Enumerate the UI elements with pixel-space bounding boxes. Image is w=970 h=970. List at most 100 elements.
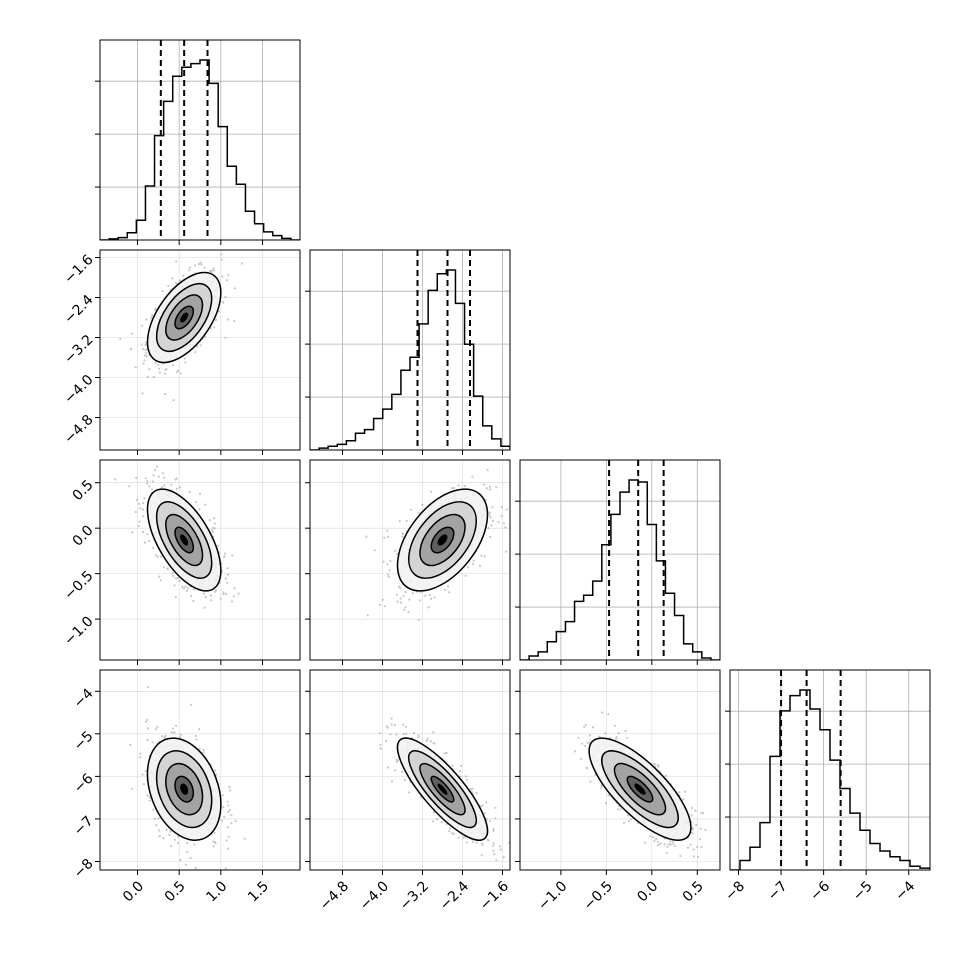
scatter-point — [513, 880, 515, 882]
density-peak — [437, 534, 448, 546]
y-tick-label-2-0: −1.0 — [61, 613, 96, 648]
scatter-point — [665, 851, 668, 855]
scatter-point — [692, 855, 695, 858]
scatter-point — [228, 789, 232, 792]
scatter-point — [151, 741, 154, 744]
scatter-point — [224, 867, 227, 870]
scatter-point — [384, 605, 387, 608]
scatter-point — [224, 592, 228, 596]
scatter-point — [173, 838, 176, 841]
scatter-point — [155, 465, 159, 468]
density-peak — [180, 534, 189, 546]
scatter-point — [487, 527, 490, 530]
scatter-point — [607, 794, 610, 797]
scatter-point — [170, 731, 173, 734]
scatter-point — [226, 567, 229, 570]
scatter-point — [139, 507, 142, 510]
scatter-point — [432, 820, 435, 823]
scatter-point — [227, 804, 230, 807]
panel-frame — [519, 669, 721, 871]
scatter-point — [164, 734, 167, 737]
x-tick-label-0-1: 0.5 — [162, 878, 189, 905]
scatter-point — [154, 308, 157, 311]
y-tick-label-3-3: −5 — [71, 728, 97, 754]
scatter-point — [146, 480, 149, 483]
scatter-point — [584, 723, 587, 726]
histogram-0 — [100, 59, 300, 240]
scatter-point — [499, 848, 502, 851]
panel-frame — [309, 669, 511, 871]
hist-panel-2 — [515, 459, 721, 665]
scatter-point — [172, 727, 175, 730]
panel-content — [100, 250, 300, 450]
scatter-point — [389, 559, 392, 563]
scatter-point — [232, 595, 235, 598]
scatter-point — [211, 531, 214, 534]
scatter-point — [222, 806, 225, 809]
scatter-point — [492, 844, 495, 847]
scatter-point — [222, 591, 225, 594]
scatter-point — [432, 731, 435, 734]
x-tick-label-2-1: −0.5 — [581, 878, 616, 913]
scatter-point — [142, 348, 145, 351]
scatter-point — [150, 316, 153, 319]
scatter-point — [151, 314, 154, 317]
scatter-point — [411, 592, 414, 595]
scatter-point — [170, 483, 173, 486]
scatter-point — [148, 796, 151, 799]
scatter-point — [696, 845, 699, 849]
scatter-point — [584, 744, 587, 748]
scatter-point — [589, 780, 592, 783]
scatter-point — [492, 827, 495, 831]
scatter-point — [144, 343, 147, 347]
scatter-point — [491, 506, 494, 509]
scatter-point — [243, 837, 246, 840]
scatter-point — [395, 593, 399, 596]
scatter-point — [194, 264, 197, 267]
scatter-point — [135, 498, 139, 501]
density-peak — [634, 783, 646, 795]
scatter-point — [146, 794, 149, 797]
panel-frame — [729, 669, 931, 871]
scatter-point — [390, 717, 393, 720]
x-tick-label-0-0: 0.0 — [120, 878, 147, 905]
scatter-point — [194, 350, 197, 354]
y-tick-label-1-3: −2.4 — [61, 292, 96, 327]
scatter-point — [378, 732, 381, 735]
scatter-point — [448, 827, 451, 830]
x-tick-label-0-3: 1.5 — [245, 878, 272, 905]
scatter-point — [214, 769, 217, 772]
scatter-point — [683, 790, 687, 793]
scatter-point — [186, 850, 189, 854]
scatter-point — [404, 606, 407, 609]
scatter-point — [137, 525, 140, 528]
scatter-point — [699, 827, 702, 830]
x-tick-label-1-2: −3.2 — [397, 878, 432, 913]
scatter-point — [500, 506, 503, 509]
scatter-point — [217, 544, 220, 547]
panel-content — [310, 460, 510, 660]
scatter-point — [488, 511, 491, 514]
scatter-point — [199, 261, 202, 264]
pair-panel-3-0 — [95, 669, 301, 875]
scatter-point — [198, 747, 201, 750]
scatter-point — [143, 541, 146, 544]
scatter-point — [224, 336, 227, 339]
scatter-point — [160, 555, 163, 558]
scatter-point — [178, 279, 182, 282]
hist-panel-1 — [305, 249, 511, 455]
x-tick-label-1-0: −4.8 — [317, 878, 352, 913]
scatter-point — [588, 734, 592, 737]
scatter-point — [616, 808, 619, 811]
panel-frame — [519, 459, 721, 661]
scatter-point — [373, 549, 376, 552]
scatter-point — [407, 610, 410, 613]
scatter-point — [505, 508, 508, 511]
scatter-point — [198, 492, 202, 495]
scatter-point — [453, 487, 456, 490]
scatter-point — [652, 762, 655, 765]
scatter-point — [607, 713, 610, 716]
scatter-point — [697, 855, 700, 858]
scatter-point — [185, 589, 188, 592]
scatter-point — [143, 359, 146, 362]
